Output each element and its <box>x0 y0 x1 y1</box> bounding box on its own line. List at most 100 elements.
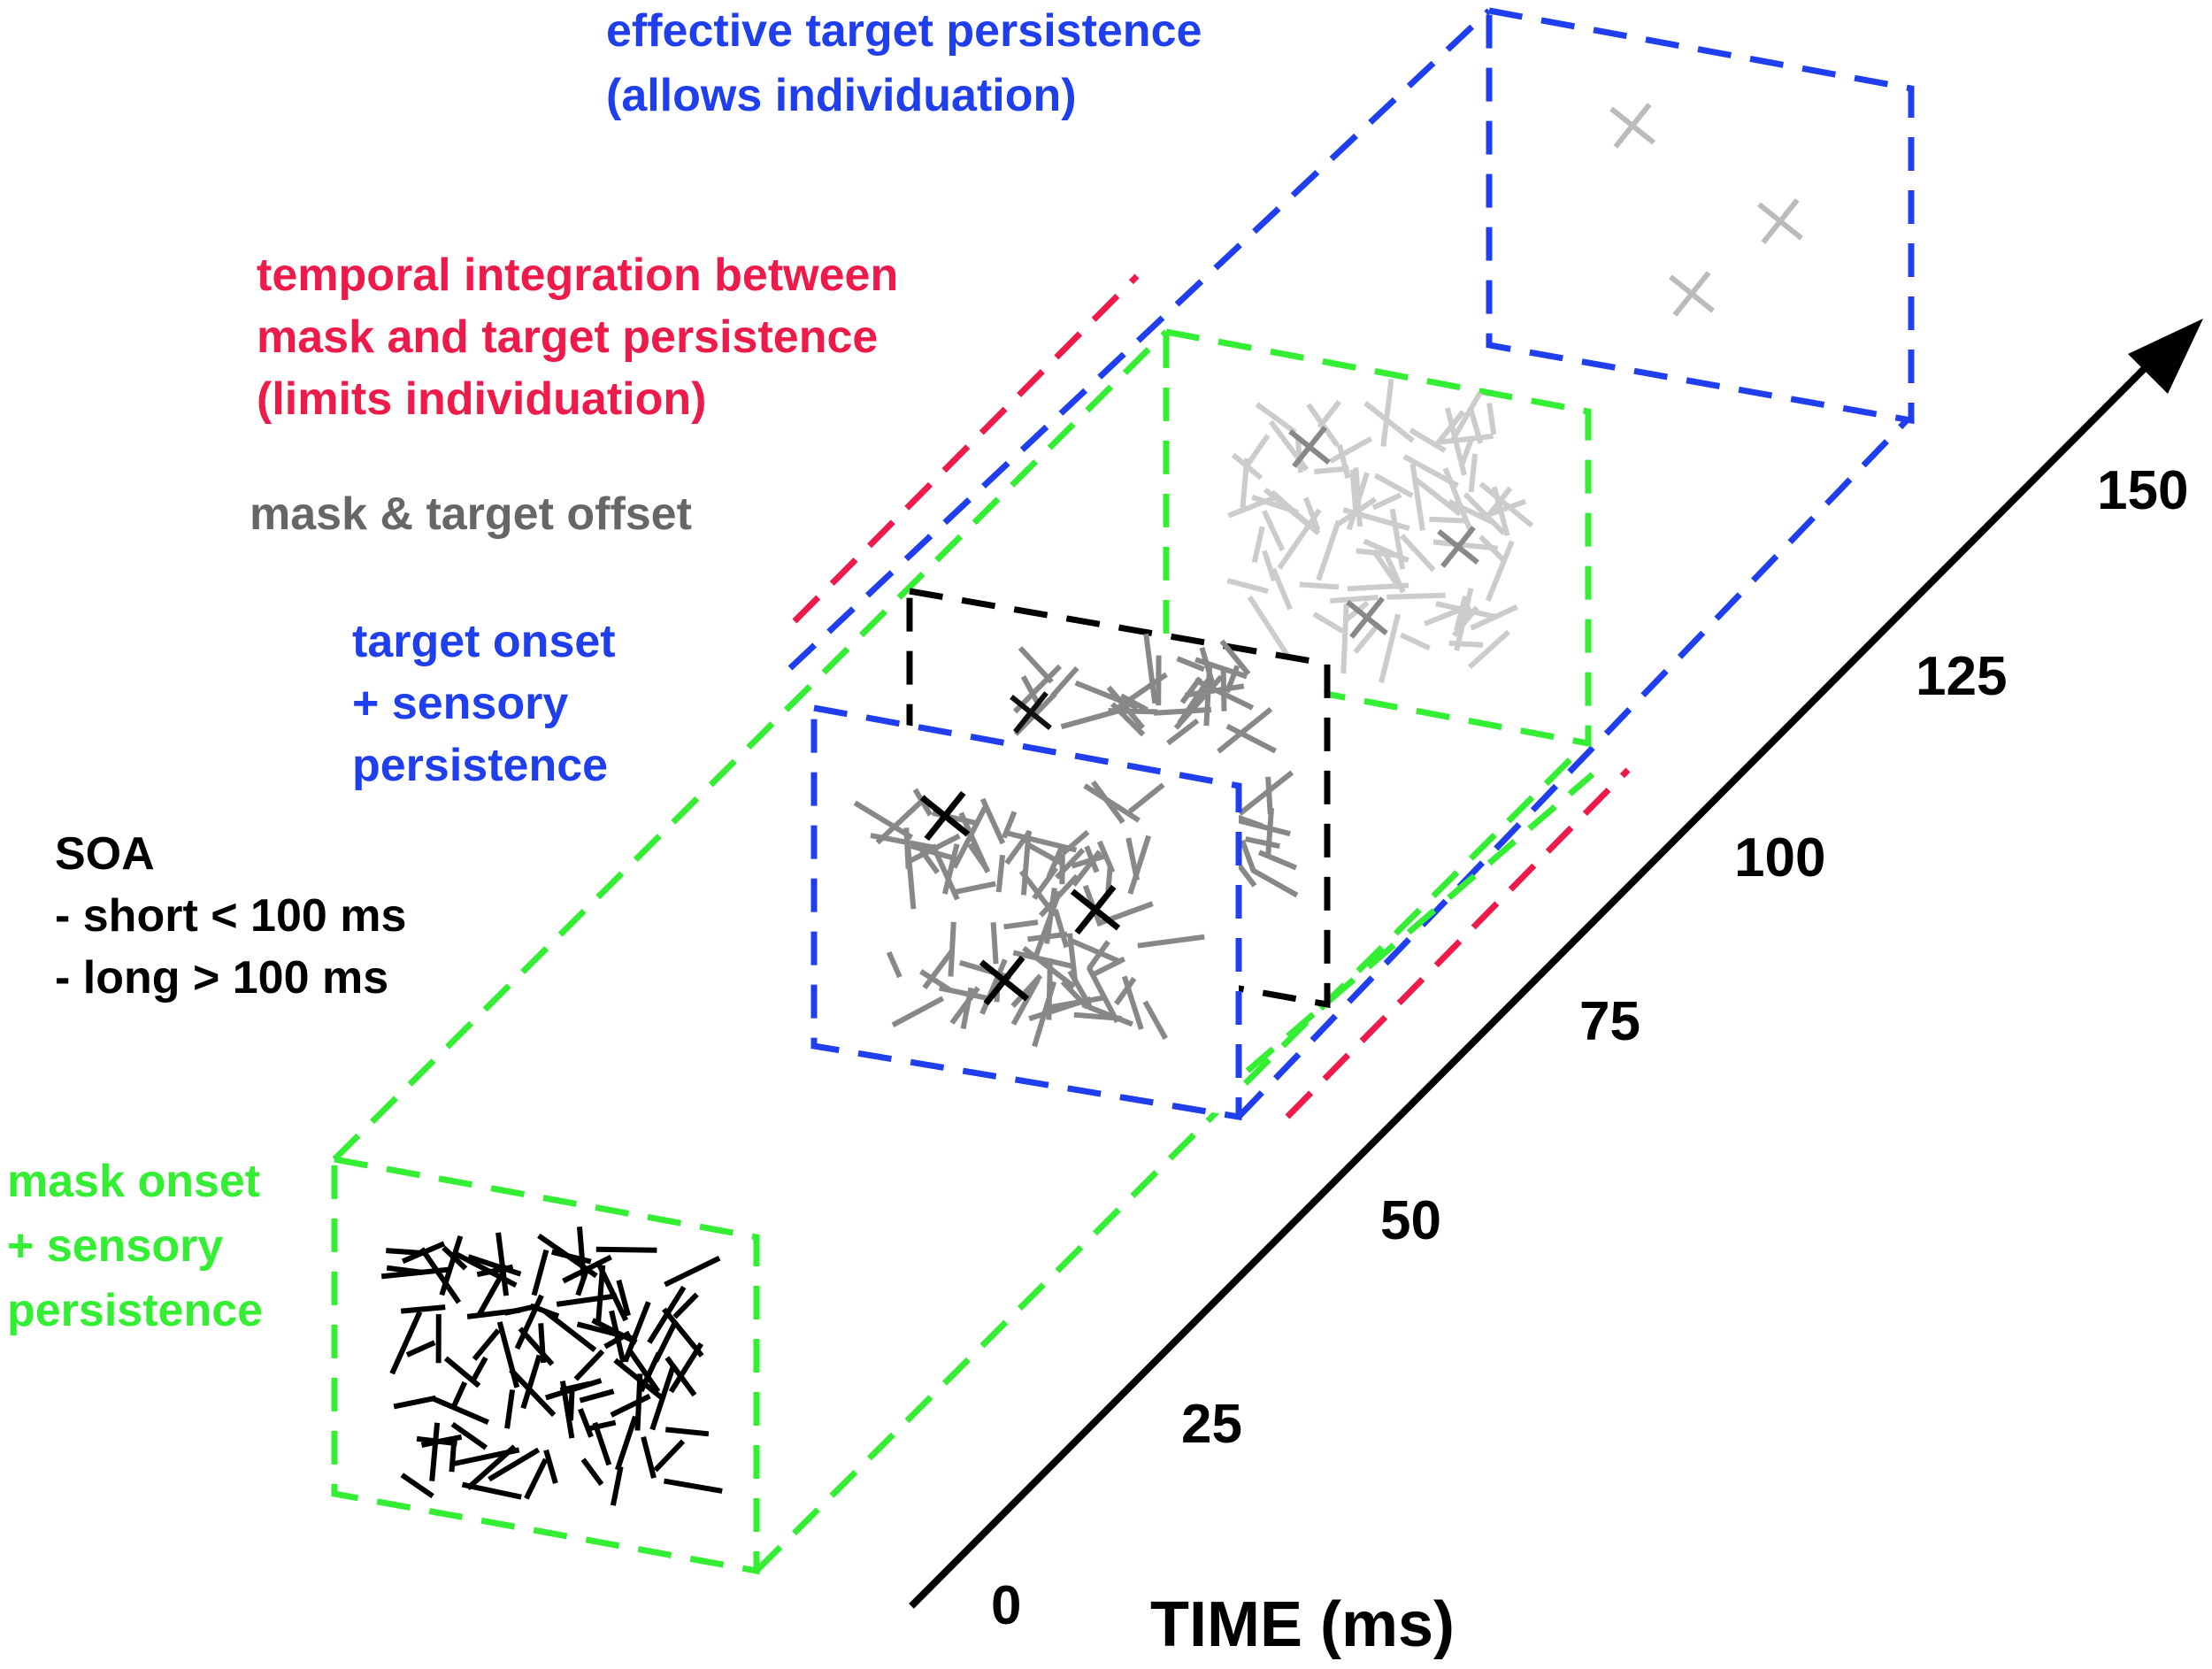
mask-line <box>1090 780 1125 825</box>
mask-line <box>912 788 933 817</box>
mask-line <box>1486 403 1497 435</box>
mask-line <box>1004 829 1033 865</box>
mask-line <box>939 985 993 1002</box>
time-axis-title: TIME (ms) <box>1150 1589 1455 1660</box>
target-onset-line-1: target onset <box>352 616 616 667</box>
effective-panel-frame <box>1486 6 1915 425</box>
mask-line <box>1067 933 1079 983</box>
mask-line <box>1226 578 1269 595</box>
mask-line <box>524 1457 549 1500</box>
mask-line <box>450 1381 468 1408</box>
mask-line <box>1402 454 1460 488</box>
mask-line <box>1142 1000 1168 1040</box>
mask-line <box>1429 516 1465 524</box>
mask-line <box>634 1373 643 1431</box>
tick-label-50: 50 <box>1380 1190 1441 1251</box>
mask-line <box>875 795 929 845</box>
mask-line <box>495 1232 510 1296</box>
mask-line <box>389 1311 423 1375</box>
mask-line <box>1217 706 1273 754</box>
mask-line <box>1071 850 1102 887</box>
blue-edge-top <box>787 8 1492 671</box>
mask-line <box>568 1388 575 1421</box>
mask-line <box>891 996 945 1027</box>
mask-onset-line-1: mask onset <box>7 1156 260 1207</box>
mask-line <box>1220 668 1227 711</box>
mask-line <box>543 1449 558 1484</box>
mask-line <box>1143 633 1158 704</box>
target-onset-line-2: + sensory <box>352 678 568 729</box>
mask-line <box>1032 981 1057 1048</box>
mask-line <box>1399 632 1431 651</box>
mask-line <box>1244 434 1271 468</box>
mask-line <box>1312 611 1345 634</box>
mask-line <box>1380 378 1394 447</box>
mask-line <box>400 1304 446 1314</box>
mask-line <box>496 1321 520 1388</box>
mask-line <box>1114 976 1137 1006</box>
mask-line <box>1137 934 1205 949</box>
mask-onset-line-2: + sensory <box>7 1220 223 1272</box>
mask-line <box>1003 919 1039 930</box>
mask-line <box>518 1327 555 1366</box>
mask-line <box>466 1307 521 1319</box>
mask-line <box>1363 401 1415 443</box>
mask-line <box>661 1307 704 1358</box>
mask-line <box>580 1457 604 1487</box>
mask-line <box>1257 850 1298 871</box>
mask-line <box>393 1395 437 1410</box>
mask-line <box>1467 629 1510 670</box>
mask-line <box>595 1265 606 1327</box>
mask-line <box>951 881 996 896</box>
mask-line <box>979 958 1008 1015</box>
mask-line <box>1025 842 1063 865</box>
mask-line <box>1002 811 1018 839</box>
mask-line <box>1087 940 1110 971</box>
mask-line <box>1485 540 1515 602</box>
tick-label-125: 125 <box>1916 646 2007 707</box>
mask-line <box>1450 391 1483 442</box>
mask-line <box>1468 453 1479 493</box>
mask-line <box>1073 1011 1122 1021</box>
mask-line <box>470 1356 488 1383</box>
mask-line <box>664 1427 710 1437</box>
mask-line <box>649 1364 677 1431</box>
mask-line <box>1010 978 1041 1026</box>
mask-line <box>1125 837 1141 881</box>
time-axis-arrowhead <box>2128 319 2203 394</box>
mask-line <box>1389 508 1406 570</box>
mask-line <box>1347 582 1409 592</box>
mask-line <box>1340 604 1349 674</box>
mask-line <box>592 1421 612 1466</box>
target-onset-panel <box>810 704 1242 1121</box>
mask-line <box>1225 723 1277 754</box>
mask-line <box>1271 567 1293 611</box>
mask-line <box>1127 834 1152 895</box>
target-cross <box>1292 426 1327 468</box>
mask-line <box>429 1422 441 1481</box>
mask-line <box>579 1388 615 1404</box>
green-edge-bottom <box>754 748 1582 1573</box>
mask-line <box>488 1447 541 1482</box>
mask-line <box>1454 596 1469 632</box>
mask-line <box>1251 526 1265 564</box>
target-cross <box>1613 103 1652 149</box>
target-cross <box>1013 691 1048 734</box>
mask-line <box>990 922 999 965</box>
mask-target-offset-label: mask & target offset <box>250 488 692 540</box>
mask-line <box>1106 685 1146 730</box>
mask-line <box>672 1292 699 1319</box>
mask-line <box>1096 840 1116 873</box>
mask-line <box>967 842 990 873</box>
mask-line <box>1010 973 1043 1009</box>
target-cross <box>1440 526 1476 568</box>
mask-line <box>1399 534 1436 573</box>
target-cross <box>983 955 1025 1006</box>
mask-line <box>556 1293 618 1307</box>
mask-line <box>573 1349 605 1381</box>
mask-line <box>1227 495 1277 519</box>
mask-line <box>450 1421 488 1450</box>
mask-line <box>1203 665 1213 727</box>
effective-persistence-line-1: effective target persistence <box>606 5 1202 57</box>
